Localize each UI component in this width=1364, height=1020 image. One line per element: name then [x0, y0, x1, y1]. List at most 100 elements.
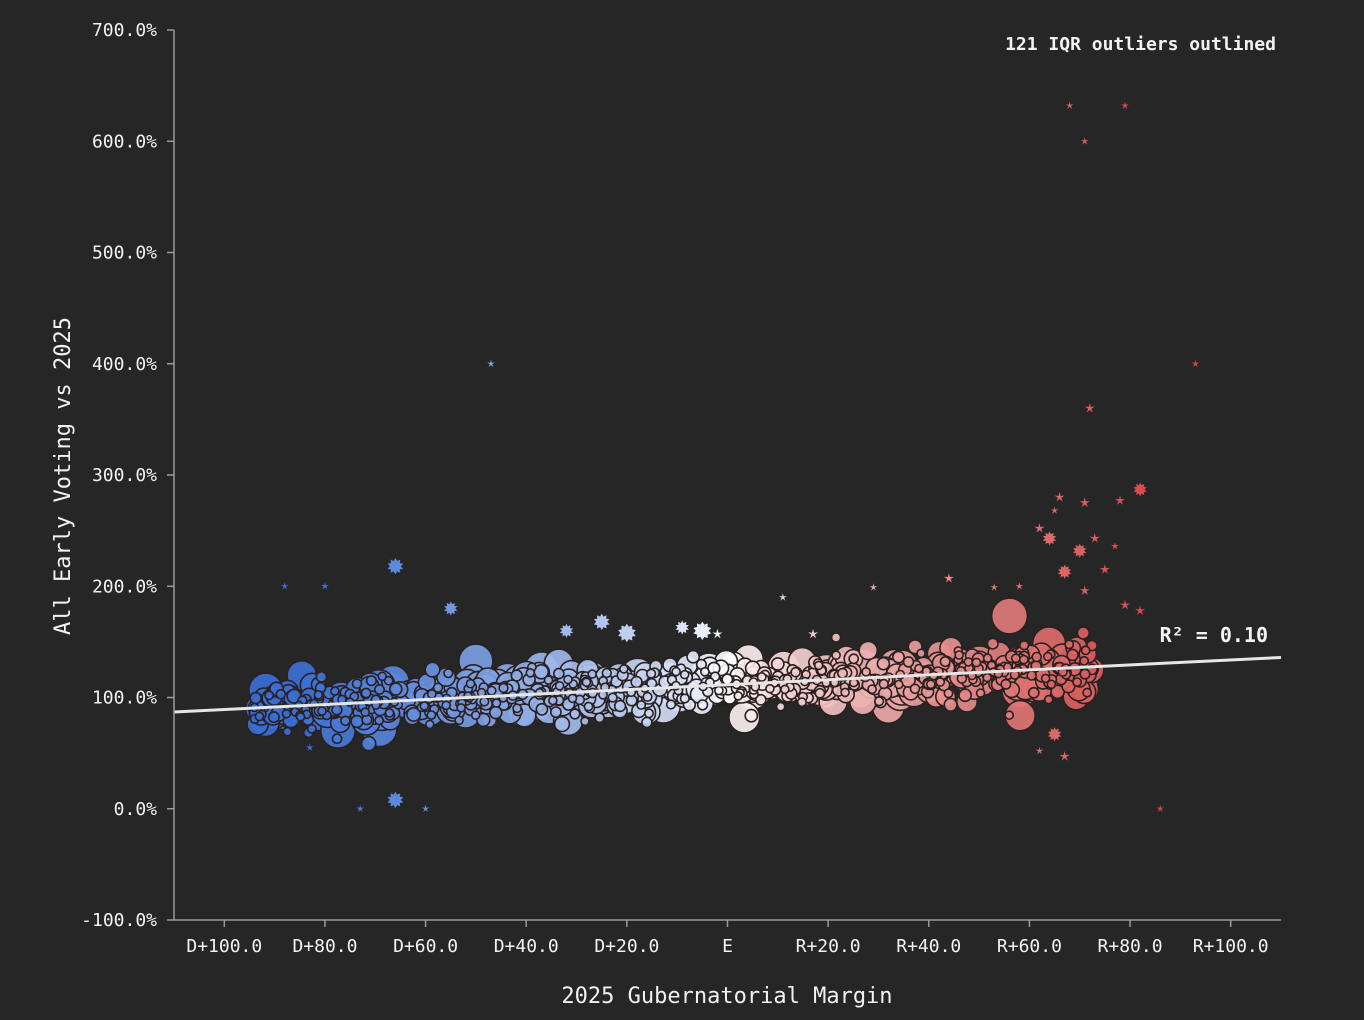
outlier-point [692, 620, 713, 642]
data-point [971, 657, 982, 668]
data-point [990, 597, 1029, 635]
data-point [775, 701, 786, 712]
y-tick-label: 0.0% [114, 799, 158, 820]
data-point [744, 708, 759, 723]
axes: -100.0% 0.0% 100.0% 200.0% 300.0% 400.0% 500.0… [81, 20, 1281, 957]
outlier-point [1077, 582, 1092, 598]
outlier-point [386, 556, 405, 577]
data-point [796, 697, 807, 708]
data-point [607, 692, 618, 703]
outlier-point [303, 741, 316, 753]
outlier-point [419, 802, 432, 814]
data-point [836, 667, 848, 679]
data-point [643, 708, 654, 719]
data-point [867, 684, 877, 695]
outlier-point [1189, 357, 1202, 369]
data-point [594, 712, 605, 724]
data-point [275, 688, 287, 700]
data-point [1079, 655, 1090, 666]
outlier-point [1131, 480, 1149, 499]
data-point [840, 687, 850, 698]
outlier-point [1096, 562, 1113, 577]
outlier-point [1041, 529, 1058, 548]
x-axis-title: 2025 Gubernatorial Margin [561, 984, 892, 1009]
outlier-point [1048, 504, 1061, 516]
data-point [848, 653, 860, 665]
data-point [340, 715, 351, 727]
outlier-point [1077, 494, 1092, 510]
data-point [925, 679, 936, 690]
data-point [909, 683, 921, 695]
outlier-point [1087, 531, 1102, 546]
data-point [790, 666, 801, 678]
outlier-point [1033, 744, 1046, 757]
outlier-point [1056, 747, 1073, 764]
outlier-point [776, 591, 789, 603]
data-point [587, 669, 598, 679]
data-point [535, 702, 549, 716]
data-point [351, 678, 363, 690]
y-tick-label: 100.0% [92, 688, 157, 709]
data-point [642, 691, 653, 703]
data-point [313, 689, 324, 700]
data-point [1066, 648, 1079, 662]
data-point [1019, 654, 1029, 665]
data-point [424, 719, 435, 730]
data-point [814, 687, 826, 699]
outlier-point [988, 581, 1001, 593]
data-point [443, 668, 454, 679]
data-point [916, 648, 926, 659]
data-point [878, 678, 889, 690]
data-point [982, 653, 993, 663]
data-point [813, 660, 824, 671]
data-point [613, 699, 627, 713]
outlier-point [940, 571, 958, 585]
outlier-point [278, 580, 291, 592]
data-point [360, 687, 372, 699]
data-point [618, 664, 629, 674]
data-point [873, 696, 885, 707]
data-point [548, 695, 558, 706]
data-point [432, 682, 444, 693]
data-point [406, 706, 422, 722]
data-point [943, 697, 958, 712]
data-point [491, 698, 502, 708]
data-point [331, 733, 343, 745]
data-point [267, 711, 280, 724]
data-point [249, 691, 262, 705]
data-point [982, 672, 993, 683]
data-point [424, 661, 441, 678]
data-point [1031, 651, 1042, 663]
data-point [486, 685, 497, 696]
x-tick-label: D+80.0 [292, 936, 357, 957]
data-point [891, 650, 905, 664]
outlier-point [354, 802, 367, 814]
data-point [525, 667, 536, 678]
data-point [470, 710, 481, 721]
data-point [943, 688, 954, 699]
y-tick-label: -100.0% [81, 910, 157, 931]
data-point [465, 678, 476, 689]
data-point [510, 669, 523, 682]
x-tick-label: R+100.0 [1193, 936, 1269, 957]
x-tick-label: R+60.0 [997, 936, 1062, 957]
data-point [1004, 710, 1015, 721]
data-point [893, 679, 904, 690]
outlier-point [1133, 603, 1148, 617]
outlier-point [1154, 802, 1167, 814]
data-point [315, 670, 328, 683]
data-point [498, 682, 509, 694]
data-point [552, 667, 565, 680]
data-point [1018, 640, 1030, 651]
data-point [365, 675, 378, 687]
y-tick-label: 300.0% [92, 465, 157, 486]
data-point [330, 686, 340, 696]
data-point [1076, 626, 1091, 640]
data-point [700, 666, 710, 677]
data-point [1043, 694, 1054, 705]
data-point [601, 667, 612, 679]
data-point [636, 700, 647, 710]
data-point [264, 690, 275, 701]
outlier-point [1078, 135, 1091, 147]
